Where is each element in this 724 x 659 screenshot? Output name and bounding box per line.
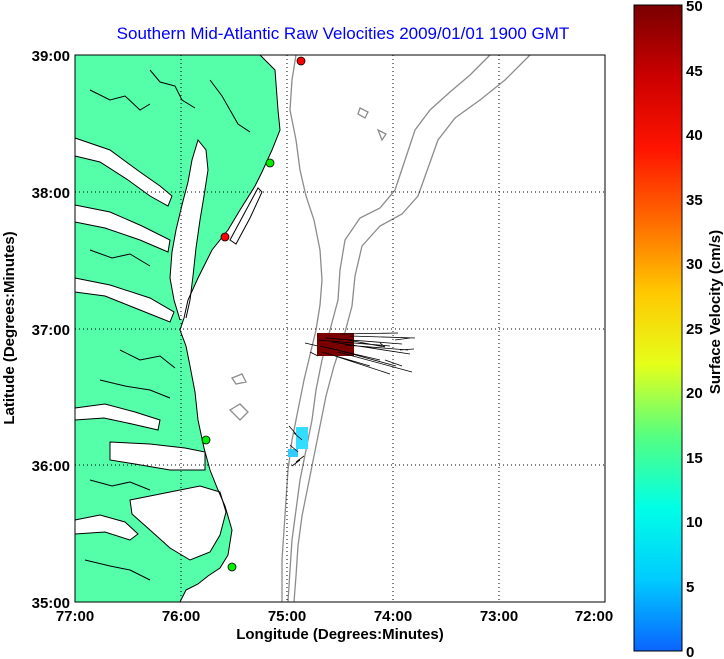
x-axis-label: Longitude (Degrees:Minutes) [236,626,444,643]
y-axis-label: Latitude (Degrees:Minutes) [1,231,18,424]
coast-pamlico [129,485,227,561]
x-tick-label: 72:00 [575,608,613,625]
bay-inlet-south [75,278,174,322]
coast-inlet-south [74,277,175,323]
pamlico-sound [130,486,226,560]
contour-shelf-3 [293,54,531,603]
colorbar-tick-label: 5 [686,579,694,596]
land-mass [75,55,280,602]
river-6 [99,379,171,399]
coast-inlet-north [74,137,173,207]
y-tick-label: 35:00 [32,595,70,612]
coast-chesapeake [169,138,209,321]
colorbar-gradient [633,4,683,652]
river-4 [89,249,151,267]
chesapeake-bay [170,140,208,320]
x-axis: 77:00 76:00 75:00 74:00 73:00 72:00 Long… [56,608,613,643]
station-marker [220,232,230,242]
vector-arrow [288,425,305,467]
coastline-detail [74,54,281,603]
coast-outer [179,54,281,603]
colorbar: 50 45 40 35 30 25 20 15 10 5 0 Surface V… [633,0,724,659]
contour-island-1 [357,107,369,119]
colorbar-tick-label: 25 [686,321,703,338]
vector-region-high [317,333,354,356]
map-title: Southern Mid-Atlantic Raw Velocities 200… [117,24,570,43]
contour-island-2 [228,403,249,421]
coast-albemarle [109,441,206,471]
station-marker [296,56,306,66]
y-tick-label: 37:00 [32,322,70,339]
x-tick-label: 74:00 [374,608,412,625]
bay-inlet-middle [75,205,170,252]
colorbar-tick-label: 30 [686,256,703,273]
river-8 [84,559,151,581]
coast-lagoon [229,187,263,245]
y-tick-label: 39:00 [32,48,70,65]
coast-inlet-middle [74,204,171,253]
colorbar-tick-label: 20 [686,385,703,402]
bathymetry-contours [228,54,531,603]
colorbar-ticks: 50 45 40 35 30 25 20 15 10 5 0 [686,0,703,659]
coast-creek-2 [74,514,139,541]
grid-lines [75,55,605,602]
coast-creek-1 [74,403,161,431]
radar-stations [201,56,306,572]
river-5 [119,349,176,369]
colorbar-tick-label: 35 [686,192,703,209]
vector-arrows-low [288,425,305,467]
colorbar-tick-label: 10 [686,514,703,531]
station-marker [201,435,211,445]
main-land-mass [75,55,280,602]
x-tick-label: 76:00 [162,608,200,625]
x-tick-label: 77:00 [56,608,94,625]
vector-field [288,332,416,467]
river-1 [89,89,151,111]
inland-water [75,138,262,560]
colorbar-tick-label: 45 [686,63,703,80]
coastal-lagoon [230,188,262,244]
x-tick-label: 75:00 [268,608,306,625]
colorbar-tick-label: 50 [686,0,703,15]
x-tick-label: 73:00 [480,608,518,625]
y-axis: 39:00 38:00 37:00 36:00 35:00 Latitude (… [1,48,70,612]
station-marker [227,562,237,572]
colorbar-tick-label: 15 [686,450,703,467]
contour-island-3 [231,373,247,385]
station-marker [265,158,275,168]
y-tick-label: 36:00 [32,458,70,475]
river-3 [209,79,251,133]
vector-region-low [296,427,308,449]
vector-arrows [304,332,416,375]
river-7 [89,479,151,491]
colorbar-label: Surface Velocity (cm/s) [707,230,724,394]
bay-inlet-north [75,138,172,206]
plot-area [74,54,606,603]
plot-frame [74,54,606,603]
contour-island-4 [376,128,387,142]
river-2 [149,69,196,109]
colorbar-tick-label: 0 [686,644,694,659]
contour-shelf-1 [281,54,323,602]
vector-arrow [304,332,416,375]
sound-creek-1 [75,404,160,430]
vector-region-low-2 [288,449,298,457]
contour-shelf-2 [287,54,491,603]
colorbar-tick-label: 40 [686,127,703,144]
y-tick-label: 38:00 [32,185,70,202]
